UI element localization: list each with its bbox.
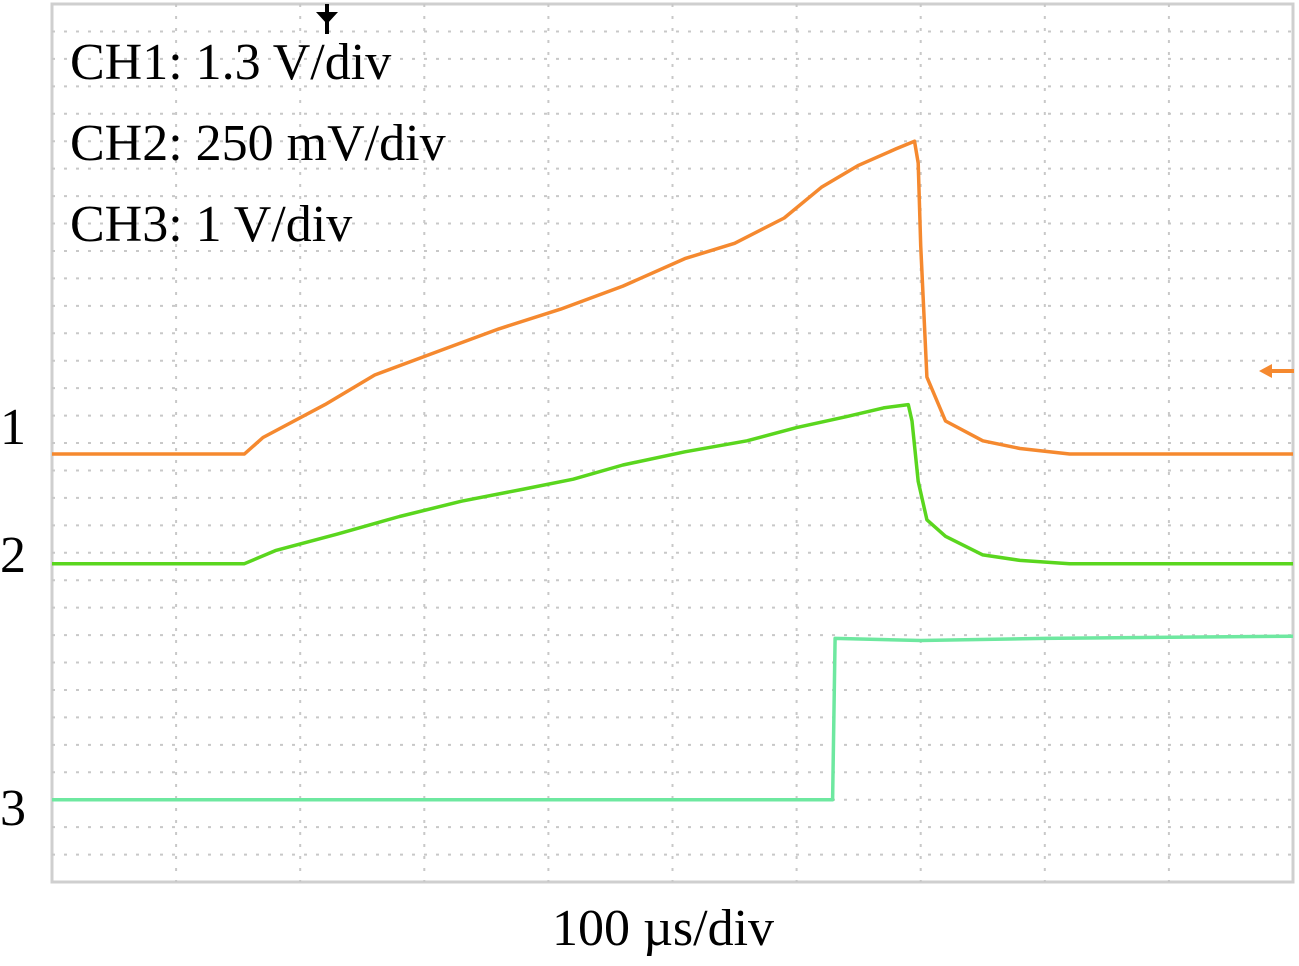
x-axis-label: 100 µs/div	[552, 900, 774, 957]
trigger-position-icon	[316, 4, 338, 34]
trace-ch1	[52, 139, 1293, 456]
trace-ch2	[52, 402, 1293, 566]
channel-marker-2: 2	[0, 527, 26, 584]
trigger-level-arrow-icon	[1259, 364, 1294, 378]
channel-marker-1: 1	[0, 399, 26, 456]
annotation-ch1: CH1: 1.3 V/div	[70, 34, 391, 91]
traces	[52, 139, 1294, 802]
trace-ch3	[52, 634, 1294, 802]
annotation-ch3: CH3: 1 V/div	[70, 196, 352, 253]
channel-marker-3: 3	[0, 780, 26, 837]
annotation-ch2: CH2: 250 mV/div	[70, 115, 446, 172]
